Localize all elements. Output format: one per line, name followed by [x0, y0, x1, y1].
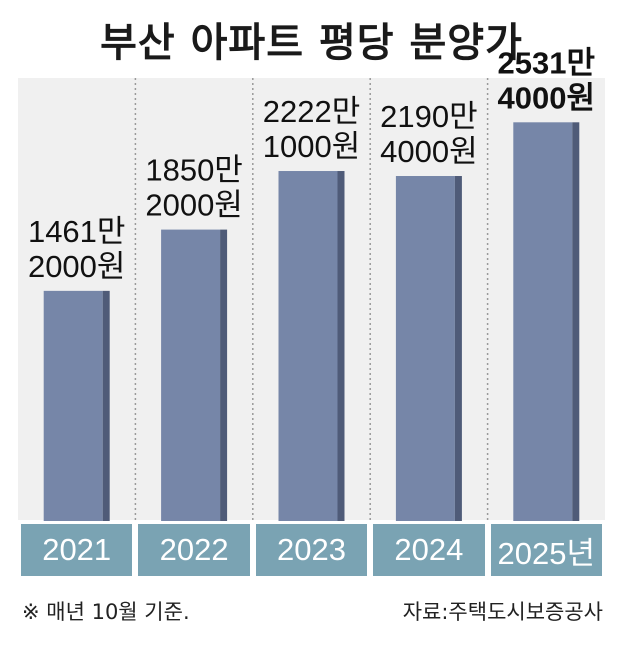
bar-side-2025년: [572, 122, 580, 521]
bar-2023: [278, 171, 338, 521]
data-label: 4000원: [380, 134, 477, 169]
bar-side-2024: [454, 176, 462, 521]
footnote: ※ 매년 10월 기준.: [22, 600, 190, 624]
x-tick-label: 2021: [21, 524, 133, 576]
data-label: 1461만: [28, 214, 125, 249]
data-label: 1850만: [145, 153, 242, 188]
x-tick-label: 2024: [373, 524, 485, 576]
bar-2025년: [513, 122, 573, 521]
data-label: 2000원: [145, 188, 242, 223]
data-label: 4000원: [498, 80, 595, 115]
bar-side-2022: [220, 229, 228, 521]
data-label: 2190만: [380, 99, 477, 134]
x-tick-label: 2022: [138, 524, 250, 576]
bar-side-2021: [102, 290, 110, 521]
chart-title: 부산 아파트 평당 분양가: [100, 20, 523, 66]
source-credit: 자료:주택도시보증공사: [402, 600, 603, 624]
bar-side-2023: [337, 171, 345, 521]
data-label: 2531만: [498, 45, 595, 80]
data-label: 2222만: [263, 94, 360, 129]
bar-2022: [161, 229, 221, 521]
bar-2024: [395, 176, 455, 521]
data-label: 2000원: [28, 249, 125, 284]
x-tick-label: 2023: [255, 524, 368, 576]
x-tick-label: 2025년: [490, 524, 602, 576]
data-label: 1000원: [263, 129, 360, 164]
bar-2021: [43, 290, 103, 521]
